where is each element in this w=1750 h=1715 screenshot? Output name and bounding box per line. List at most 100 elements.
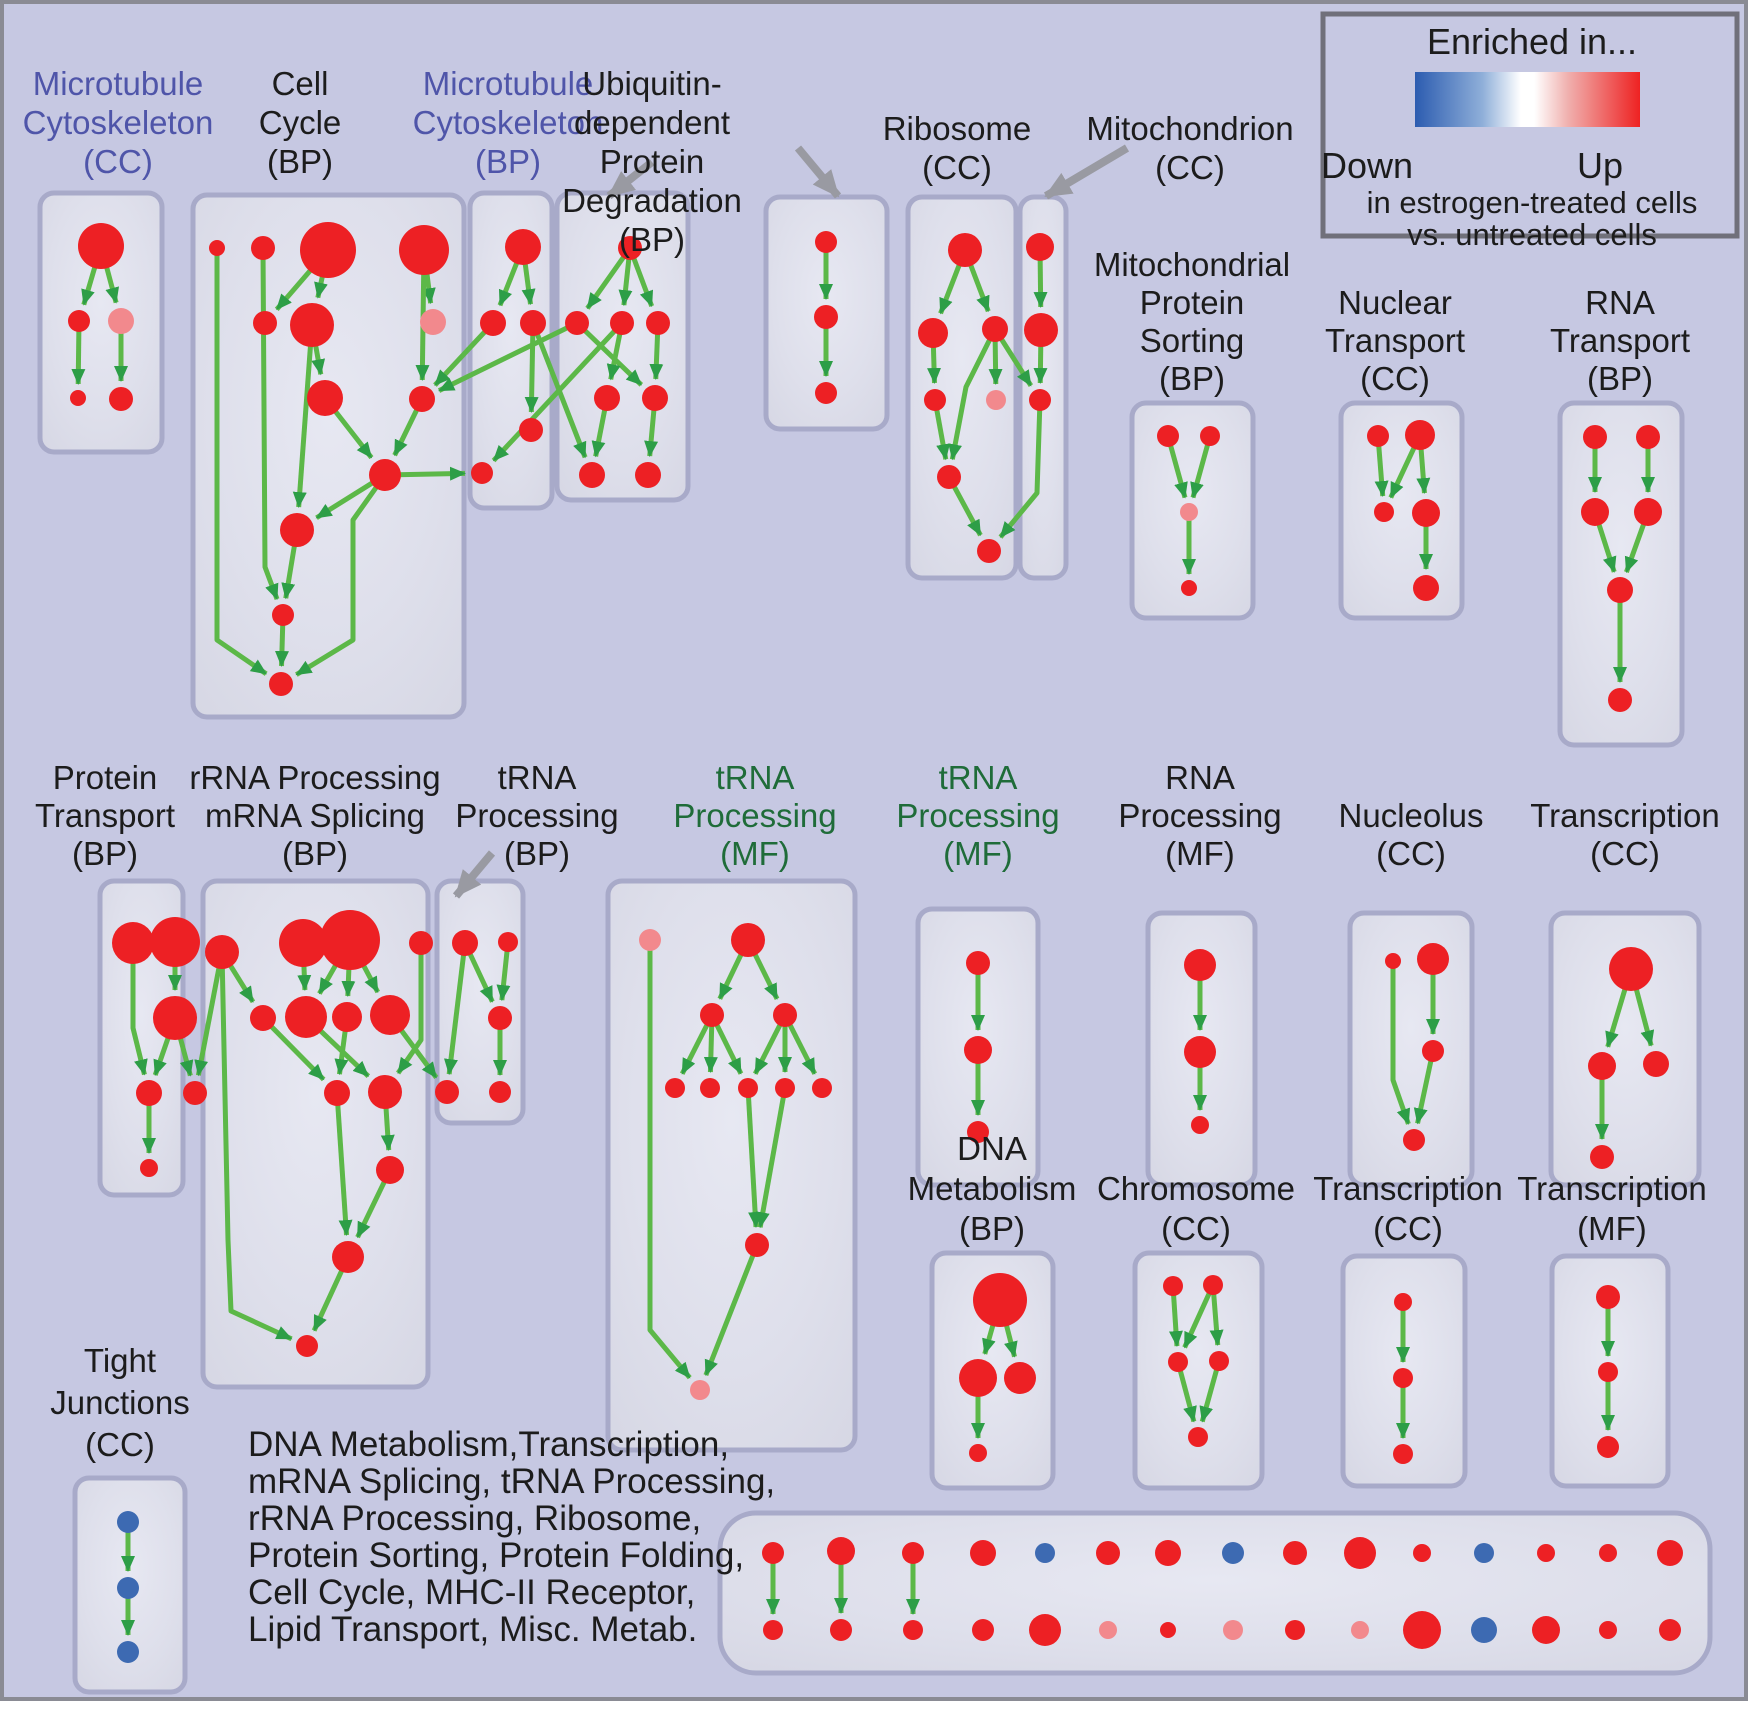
go-term-node: [1200, 426, 1220, 446]
group-label-mitochondrial-protein-sorting-bp: Protein: [1140, 284, 1245, 321]
go-term-node: [1403, 1129, 1425, 1151]
go-term-node: [1385, 953, 1401, 969]
go-term-node: [618, 236, 642, 260]
go-term-node: [1413, 1544, 1431, 1562]
misc-pathways-text: Lipid Transport, Misc. Metab.: [248, 1610, 697, 1649]
group-label-transcription-mf: Transcription: [1517, 1170, 1707, 1207]
edge: [292, 324, 315, 509]
edge: [295, 473, 388, 677]
go-term-node: [1222, 1542, 1244, 1564]
edge: [524, 322, 539, 414]
group-label-ubiquitin-dependent-protein-degradation-bp: Ubiquitin-: [582, 65, 721, 102]
group-label-trna-processing-mf-large: Processing: [673, 797, 836, 834]
go-term-node: [368, 1075, 402, 1109]
group-box-ribosome-cc: [905, 194, 1019, 581]
group-label-transcription-cc-mid: Transcription: [1530, 797, 1720, 834]
go-term-node: [332, 1241, 364, 1273]
edge: [130, 943, 148, 1076]
go-term-node: [489, 1081, 511, 1103]
group-label-trna-processing-bp: tRNA: [498, 759, 577, 796]
edge: [1209, 1284, 1224, 1347]
go-term-node: [205, 935, 239, 969]
go-term-node: [903, 1620, 923, 1640]
group-box-nucleolus-cc: [1347, 910, 1475, 1188]
edge: [437, 320, 579, 393]
go-term-node: [1181, 580, 1197, 596]
edge: [1175, 1361, 1197, 1423]
legend-down-label: Down: [1321, 145, 1413, 186]
go-term-node: [1035, 1543, 1055, 1563]
go-term-node: [1184, 1036, 1216, 1068]
go-term-node: [1203, 1275, 1223, 1295]
go-term-node: [924, 389, 946, 411]
go-term-node: [966, 951, 990, 975]
go-term-node: [964, 1036, 992, 1064]
go-term-node: [1657, 1540, 1683, 1566]
edge: [585, 246, 633, 310]
group-box-trna-processing-mf-large: [605, 878, 858, 1453]
go-term-node: [253, 311, 277, 335]
go-term-node: [646, 311, 670, 335]
group-label-ubiquitin-dependent-protein-degradation-bp: Degradation: [562, 182, 742, 219]
group-label-protein-transport-bp: Protein: [53, 759, 158, 796]
go-term-node: [136, 1080, 162, 1106]
misc-pathways-text: Protein Sorting, Protein Folding,: [248, 1536, 744, 1575]
group-label-microtubule-cytoskeleton-bp: Microtubule: [423, 65, 594, 102]
go-term-node: [520, 310, 546, 336]
group-label-nuclear-transport-cc: Transport: [1325, 322, 1465, 359]
go-term-node: [1393, 1368, 1413, 1388]
edge: [703, 1244, 760, 1377]
go-term-node: [370, 995, 410, 1035]
group-label-transcription-cc-bottom: Transcription: [1313, 1170, 1503, 1207]
go-term-node: [762, 1542, 784, 1564]
edge: [334, 1092, 353, 1237]
group-label-ubiquitin-dependent-protein-degradation-bp: dependent: [574, 104, 730, 141]
edge: [194, 951, 225, 1077]
go-term-node: [1405, 420, 1435, 450]
go-term-node: [1285, 1620, 1305, 1640]
go-term-node: [117, 1511, 139, 1533]
edge: [1199, 1360, 1222, 1423]
misc-pathways-text: mRNA Splicing, tRNA Processing,: [248, 1462, 775, 1501]
go-term-node: [1394, 1293, 1412, 1311]
edge: [260, 247, 280, 601]
go-term-node: [738, 1078, 758, 1098]
edge: [530, 322, 588, 459]
group-label-rna-processing-mf: Processing: [1118, 797, 1281, 834]
group-label-dna-metabolism-bp: DNA: [957, 1130, 1027, 1167]
go-term-node: [117, 1577, 139, 1599]
go-term-node: [1029, 1614, 1061, 1646]
go-term-node: [1598, 1362, 1618, 1382]
go-term-node: [1157, 425, 1179, 447]
go-term-node: [369, 459, 401, 491]
go-term-node: [700, 1003, 724, 1027]
group-label-trna-processing-mf-small: Processing: [896, 797, 1059, 834]
label-pointer-arrow: [452, 850, 496, 899]
legend-title: Enriched in...: [1427, 21, 1637, 62]
go-term-node: [959, 1359, 997, 1397]
go-term-node: [635, 462, 661, 488]
label-pointer-arrow: [794, 145, 842, 199]
group-label-microtubule-cytoskeleton-bp: Cytoskeleton: [413, 104, 604, 141]
go-term-node: [1024, 313, 1058, 347]
go-term-node: [830, 1619, 852, 1641]
edge: [444, 942, 468, 1076]
group-label-protein-transport-bp: (BP): [72, 835, 138, 872]
group-box-transcription-cc-mid: [1548, 910, 1702, 1188]
go-term-node: [1403, 1611, 1441, 1649]
go-term-node: [324, 1080, 350, 1106]
go-term-node: [420, 309, 446, 335]
group-label-microtubule-cytoskeleton-cc: (CC): [83, 143, 153, 180]
group-label-ubiquitin-dependent-protein-degradation-bp: (BP): [619, 221, 685, 258]
go-term-node: [1643, 1051, 1669, 1077]
edge: [647, 940, 692, 1380]
go-term-node: [1599, 1544, 1617, 1562]
go-term-node: [140, 1159, 158, 1177]
go-term-node: [1412, 499, 1440, 527]
group-label-cell-cycle-bp: Cycle: [259, 104, 342, 141]
group-label-microtubule-cytoskeleton-cc: Microtubule: [33, 65, 204, 102]
go-term-node: [812, 1078, 832, 1098]
group-label-ribosome-cc: Ribosome: [883, 110, 1032, 147]
group-label-rna-transport-bp: (BP): [1587, 360, 1653, 397]
